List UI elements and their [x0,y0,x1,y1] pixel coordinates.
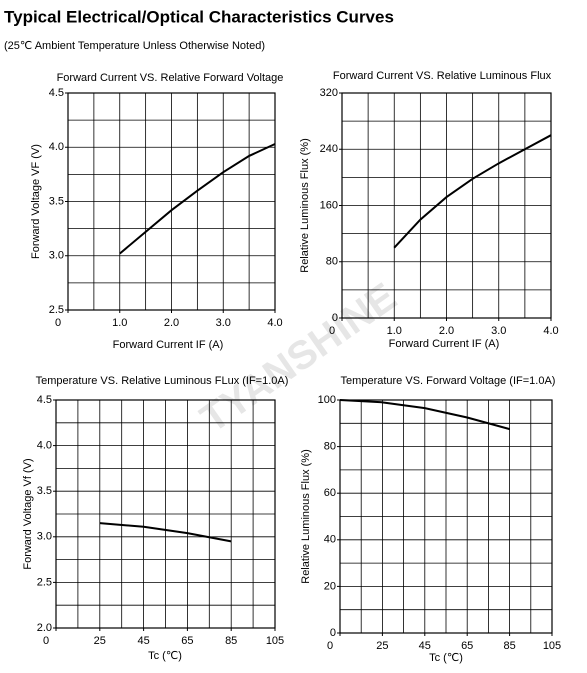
y-tick-label: 2.0 [37,622,52,634]
y-axis-label: Relative Luminous Flux (%) [300,449,312,584]
page-title: Typical Electrical/Optical Characteristi… [4,7,394,26]
y-axis-label: Relative Luminous Flux (%) [299,138,311,273]
y-tick-label: 320 [320,87,338,99]
y-tick-label: 0 [330,627,336,639]
y-tick-label: 0 [332,312,338,324]
x-tick-label: 25 [376,640,388,652]
y-tick-label: 80 [326,256,338,268]
curve [339,399,510,431]
y-axis-label: Forward Voltage VF (V) [30,144,42,259]
x-tick-label: 3.0 [491,325,506,337]
y-tick-label: 4.0 [37,440,52,452]
x-tick-label: 85 [503,640,515,652]
y-tick-label: 240 [320,143,338,155]
curve [99,522,232,543]
x-tick-label: 1.0 [387,325,402,337]
x-tick-label: 0 [43,635,49,647]
x-tick-label: 65 [181,635,193,647]
y-tick-label: 3.5 [49,195,64,207]
x-tick-label: 3.0 [216,317,231,329]
x-tick-label: 45 [419,640,431,652]
y-tick-label: 2.5 [49,304,64,316]
y-tick-label: 2.5 [37,576,52,588]
x-tick-label: 85 [225,635,237,647]
page-subtitle: (25℃ Ambient Temperature Unless Otherwis… [4,40,265,52]
x-axis-label: Tc (℃) [148,650,182,662]
x-tick-label: 4.0 [543,325,558,337]
x-axis-label: Tc (℃) [429,652,463,664]
x-tick-label: 65 [461,640,473,652]
curve [393,134,552,249]
y-tick-label: 4.0 [49,141,64,153]
x-tick-label: 0 [329,325,335,337]
y-tick-label: 20 [324,580,336,592]
x-axis-label: Forward Current IF (A) [389,338,500,350]
y-tick-label: 40 [324,534,336,546]
x-tick-label: 105 [543,640,561,652]
x-tick-label: 0 [55,317,61,329]
y-tick-label: 100 [318,394,336,406]
x-tick-label: 2.0 [439,325,454,337]
y-tick-label: 4.5 [37,394,52,406]
x-tick-label: 2.0 [164,317,179,329]
x-tick-label: 105 [266,635,284,647]
chart-title: Temperature VS. Forward Voltage (IF=1.0A… [341,375,556,387]
y-tick-label: 3.0 [49,250,64,262]
y-tick-label: 160 [320,199,338,211]
curve [119,143,276,255]
x-tick-label: 0 [327,640,333,652]
plot-frame [339,399,553,634]
chart-title: Forward Current VS. Relative Luminous Fl… [333,70,552,82]
chart-title: Forward Current VS. Relative Forward Vol… [57,72,284,84]
x-tick-label: 45 [137,635,149,647]
y-tick-label: 4.5 [49,87,64,99]
x-tick-label: 25 [94,635,106,647]
x-tick-label: 1.0 [112,317,127,329]
y-tick-label: 3.5 [37,485,52,497]
y-tick-label: 3.0 [37,531,52,543]
chart-title: Temperature VS. Relative Luminous FLux (… [36,375,289,387]
watermark: TYANSHINE [193,275,405,442]
x-axis-label: Forward Current IF (A) [113,339,224,351]
y-axis-label: Forward Voltage Vf (V) [22,458,34,569]
y-tick-label: 80 [324,441,336,453]
plot-frame [55,399,276,629]
x-tick-label: 4.0 [267,317,282,329]
y-tick-label: 60 [324,487,336,499]
